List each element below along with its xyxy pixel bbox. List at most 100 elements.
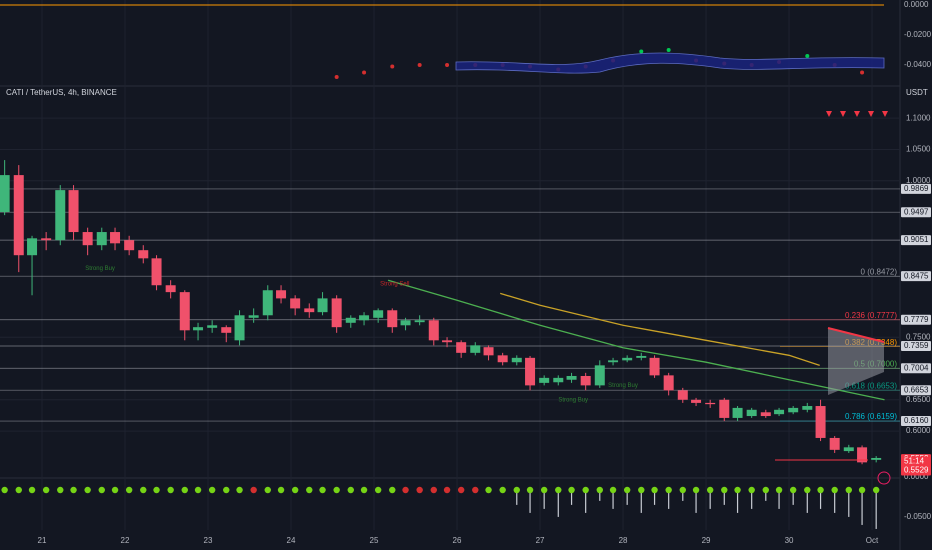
signal-dot	[775, 486, 783, 494]
signal-annotation: Strong Buy	[608, 383, 638, 389]
signal-dot	[84, 486, 91, 494]
candle-body	[566, 375, 577, 380]
signal-dot	[858, 486, 866, 494]
candle-body	[0, 175, 10, 213]
x-tick-label: 26	[453, 536, 462, 545]
signal-dot	[250, 486, 257, 494]
candle-body	[483, 347, 494, 356]
candle-body	[400, 320, 411, 326]
x-tick-label: 28	[619, 536, 628, 545]
candle-body	[359, 315, 370, 321]
signal-dot	[665, 486, 672, 494]
signal-dot	[125, 486, 133, 494]
candle-body	[68, 190, 79, 233]
level-label: 0.6160	[904, 416, 929, 425]
x-tick-label: 21	[38, 536, 47, 545]
signal-dot	[15, 486, 22, 494]
candle-body	[41, 238, 52, 241]
projection-box	[828, 328, 884, 395]
candle-body	[248, 315, 259, 318]
candle-body	[262, 290, 273, 316]
y-tick-label: -0.0200	[904, 30, 932, 39]
signal-dot	[457, 486, 465, 494]
candle-body	[55, 190, 66, 241]
signal-dot	[181, 486, 188, 494]
candle-body	[871, 457, 882, 460]
signal-dot	[28, 486, 36, 494]
level-label-box	[901, 314, 931, 325]
level-label-box	[901, 341, 931, 352]
candle-body	[580, 375, 591, 386]
level-label: 0.6653	[904, 385, 929, 394]
candle-body	[456, 342, 467, 353]
signal-dot	[582, 486, 589, 494]
signal-dot	[42, 486, 50, 494]
signal-dot	[140, 486, 147, 494]
candle-body	[345, 317, 356, 323]
alert-icon[interactable]	[877, 471, 891, 485]
x-tick-label: 22	[121, 536, 130, 545]
candle-body	[193, 327, 204, 331]
x-tick-label: 29	[702, 536, 711, 545]
indicator-band	[455, 52, 885, 74]
x-tick-label: 25	[370, 536, 379, 545]
x-tick-label: 27	[536, 536, 545, 545]
signal-dot	[443, 486, 451, 494]
candle-body	[442, 340, 453, 343]
candle-body	[207, 325, 218, 328]
signal-dot	[70, 486, 77, 494]
fib-label: 0.236 (0.7777)	[845, 311, 897, 320]
candle-body	[387, 310, 398, 328]
x-tick-label: 24	[287, 536, 296, 545]
signal-dot	[596, 486, 603, 494]
signal-dot	[845, 486, 852, 494]
candle-body	[497, 355, 508, 363]
candle-body	[290, 298, 301, 309]
y-tick-label: 0.6500	[906, 395, 931, 404]
level-label: 0.9869	[904, 184, 929, 193]
candle-body	[539, 377, 550, 383]
price-label: 0.5529	[904, 466, 929, 475]
signal-dot	[347, 486, 354, 494]
y-tick-label: 1.0500	[906, 145, 931, 154]
level-label-box	[901, 271, 931, 282]
candle-body	[470, 345, 481, 353]
y-tick-label: 1.0000	[906, 176, 931, 185]
signal-dot	[831, 486, 838, 494]
candle-body	[622, 357, 633, 361]
signal-dot	[499, 486, 506, 494]
signal-dot	[555, 486, 562, 494]
x-tick-label: 30	[785, 536, 794, 545]
candle-body	[331, 298, 342, 328]
candle-body	[553, 377, 564, 383]
signal-dot	[651, 486, 658, 494]
signal-dot	[540, 486, 548, 494]
price-label-box	[901, 465, 931, 476]
candle-body	[511, 357, 522, 363]
countdown: 51:14	[904, 457, 925, 466]
fib-label: 0 (0.8472)	[861, 267, 898, 276]
signal-dot	[692, 486, 700, 494]
candle-body	[525, 357, 536, 386]
signal-dot	[374, 486, 382, 494]
signal-dot	[291, 486, 299, 494]
signal-dot	[762, 486, 769, 494]
signal-annotation: Strong Sell	[380, 282, 409, 288]
x-tick-label: Oct	[866, 536, 879, 545]
candle-body	[857, 447, 868, 463]
candle-body	[788, 407, 799, 413]
candle-body	[829, 437, 840, 450]
signal-dot	[638, 486, 645, 494]
signal-dot	[485, 486, 492, 494]
signal-dot	[360, 486, 368, 494]
signal-dot	[513, 486, 520, 494]
signal-dot	[402, 486, 409, 494]
signal-dot	[748, 486, 755, 494]
candle-body	[719, 399, 730, 418]
level-label-box	[901, 207, 931, 218]
level-label-box	[901, 385, 931, 396]
signal-annotation: Strong Buy	[85, 266, 115, 272]
signal-dot	[526, 486, 534, 494]
